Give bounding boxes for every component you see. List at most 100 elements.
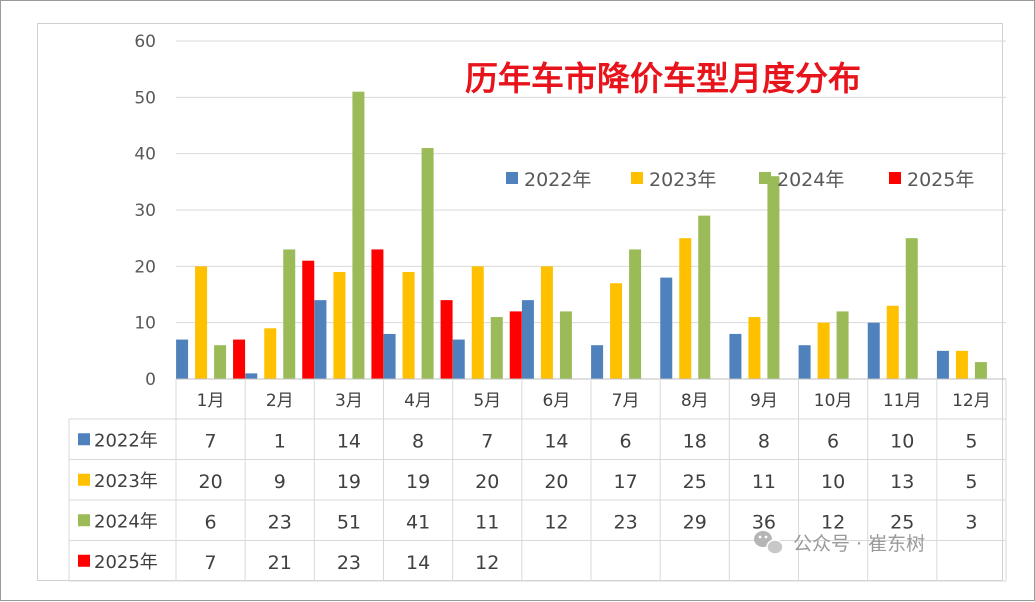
watermark-text: 公众号 · 崔东树 <box>793 533 925 555</box>
legend-label: 2023年 <box>649 169 716 191</box>
table-cell: 20 <box>475 471 499 493</box>
table-cell: 12 <box>821 511 845 533</box>
y-tick-label: 10 <box>134 314 156 334</box>
table-cell: 10 <box>890 430 914 452</box>
table-cell: 3 <box>965 511 977 533</box>
legend-label: 2024年 <box>777 169 844 191</box>
bar <box>471 266 484 379</box>
x-tick-label: 7月 <box>612 391 640 411</box>
legend-key <box>889 172 901 184</box>
gridlines <box>176 40 1006 324</box>
bar <box>214 345 227 379</box>
bar <box>333 271 346 379</box>
bar <box>421 148 434 379</box>
chart-title: 历年车市降价车型月度分布 <box>465 59 861 98</box>
table-cell: 7 <box>481 430 493 452</box>
bar <box>559 311 572 379</box>
table-cell: 9 <box>274 471 286 493</box>
bar <box>521 300 534 379</box>
table-cell: 23 <box>268 511 292 533</box>
table-cell: 7 <box>205 430 217 452</box>
x-tick-label: 5月 <box>473 391 501 411</box>
bar <box>748 317 761 379</box>
table-cell: 36 <box>752 511 776 533</box>
y-tick-label: 60 <box>134 32 156 52</box>
table-cell: 14 <box>544 430 568 452</box>
x-tick-label: 8月 <box>681 391 709 411</box>
table-legend-key <box>78 433 90 446</box>
legend-label: 2022年 <box>524 169 591 191</box>
table-cell: 51 <box>337 511 361 533</box>
table-legend-key <box>78 473 90 486</box>
bar <box>540 266 553 379</box>
table-cell: 23 <box>613 511 637 533</box>
bar <box>836 311 849 379</box>
bar <box>402 271 415 379</box>
table-row-header: 2024年 <box>94 511 158 532</box>
bar <box>591 345 604 379</box>
bar <box>490 317 503 379</box>
legend-label: 2025年 <box>907 169 974 191</box>
table-cell: 18 <box>683 430 707 452</box>
table-row-header: 2025年 <box>94 552 158 573</box>
table-cell: 14 <box>406 552 430 574</box>
bar <box>867 322 880 379</box>
bar <box>679 238 692 379</box>
table-cell: 20 <box>198 471 222 493</box>
x-tick-label: 1月 <box>197 391 225 411</box>
bar <box>610 283 623 379</box>
table-cell: 17 <box>613 471 637 493</box>
bar <box>886 305 899 379</box>
table-cell: 19 <box>406 471 430 493</box>
table-cell: 12 <box>544 511 568 533</box>
legend-key <box>631 172 643 184</box>
bar <box>452 339 465 379</box>
bar <box>314 300 327 379</box>
bar <box>729 333 742 379</box>
bar <box>798 345 811 379</box>
table-cell: 21 <box>268 552 292 574</box>
bar <box>974 362 987 379</box>
table-cell: 6 <box>827 430 839 452</box>
table-cell: 5 <box>965 471 977 493</box>
table-cell: 13 <box>890 471 914 493</box>
x-tick-label: 12月 <box>952 391 991 411</box>
table-row-header: 2022年 <box>94 430 158 451</box>
x-tick-label: 3月 <box>335 391 363 411</box>
bar <box>955 350 968 379</box>
legend: 2022年 2023年 2024年 2025年 <box>506 169 974 191</box>
bar <box>302 260 315 379</box>
table-cell: 25 <box>683 471 707 493</box>
x-tick-label: 10月 <box>814 391 853 411</box>
table-cell: 8 <box>412 430 424 452</box>
table-cell: 1 <box>274 430 286 452</box>
table-cell: 11 <box>475 511 499 533</box>
y-tick-label: 0 <box>145 370 156 390</box>
table-legend-key <box>78 554 90 567</box>
bar <box>383 333 396 379</box>
table-cell: 7 <box>205 552 217 574</box>
table-cell: 6 <box>205 511 217 533</box>
x-tick-label: 6月 <box>543 391 571 411</box>
y-axis-ticks: 0 10 20 30 40 50 60 <box>134 32 156 390</box>
x-tick-label: 4月 <box>404 391 432 411</box>
bars <box>176 91 987 379</box>
bar <box>245 373 258 379</box>
y-tick-label: 30 <box>134 201 156 221</box>
watermark: 公众号 · 崔东树 <box>754 531 925 555</box>
x-tick-label: 11月 <box>883 391 922 411</box>
bar <box>176 339 189 379</box>
bar <box>660 277 673 379</box>
y-tick-label: 20 <box>134 257 156 277</box>
bar <box>352 91 365 379</box>
data-table: 1月 2月 3月 4月 5月 6月 7月 8月 9月 10月 11月 12月 2022年 7 1 14 8 7 14… <box>68 378 1007 582</box>
table-cell: 29 <box>683 511 707 533</box>
table-cell: 14 <box>337 430 361 452</box>
legend-key <box>759 172 771 184</box>
table-cell: 11 <box>752 471 776 493</box>
table-cell: 10 <box>821 471 845 493</box>
bar <box>936 350 949 379</box>
table-cell: 12 <box>475 552 499 574</box>
